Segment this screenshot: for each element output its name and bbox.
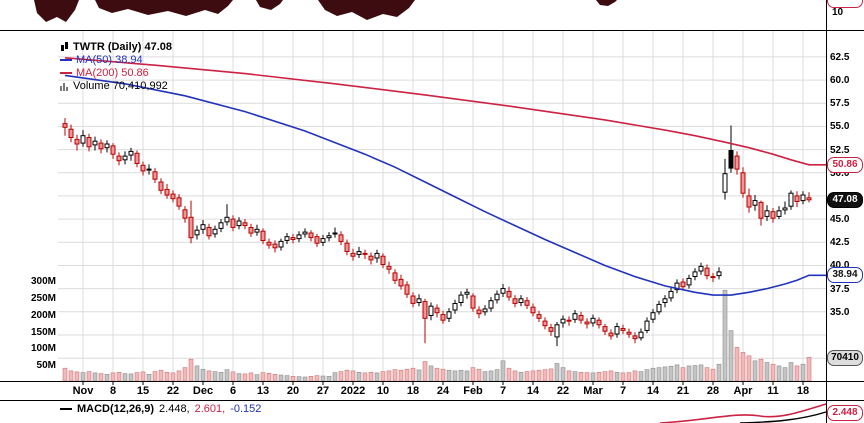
volume-value-badge: 70410 (827, 350, 863, 366)
x-axis-label: Mar (583, 385, 603, 397)
candlestick-icon (60, 41, 69, 52)
volume-axis-label: 250M (30, 293, 56, 304)
volume-bars-icon (60, 81, 69, 91)
price-axis-label: 40.0 (830, 260, 850, 271)
ma50-legend: MA(50) 38.94 (76, 53, 143, 66)
legend-row-ma50: MA(50) 38.94 (60, 53, 172, 66)
x-axis-label: Dec (192, 385, 214, 397)
volume-axis-label: 300M (30, 276, 56, 287)
chart-legend: TWTR (Daily) 47.08 MA(50) 38.94 MA(200) … (60, 40, 172, 92)
price-axis-label: 57.5 (830, 98, 850, 109)
x-axis-label: 10 (376, 385, 390, 397)
x-axis-label: Feb (463, 385, 483, 397)
x-axis-label: 6 (229, 385, 237, 397)
x-axis-label: 21 (676, 385, 690, 397)
x-axis-label: 14 (526, 385, 540, 397)
macd-signal-value: 2.601, (194, 403, 226, 415)
top-pane-axis-label: 10 (832, 7, 844, 18)
volume-axis-label: 200M (30, 310, 56, 321)
x-axis-label: 2022 (340, 385, 366, 397)
top-pane-value-badge (827, 0, 863, 8)
x-axis-label: 7 (619, 385, 627, 397)
ma200-line-icon (60, 71, 72, 74)
legend-row-symbol: TWTR (Daily) 47.08 (60, 40, 172, 53)
price-axis-label: 35.0 (830, 307, 850, 318)
macd-hist-value: -0.152 (230, 403, 262, 415)
legend-row-ma200: MA(200) 50.86 (60, 66, 172, 79)
x-axis-label: 14 (646, 385, 660, 397)
price-axis-label: 42.5 (830, 237, 850, 248)
x-axis-label: 18 (796, 385, 810, 397)
price-axis-label: 55.0 (830, 121, 850, 132)
symbol-title: TWTR (Daily) 47.08 (73, 40, 173, 53)
x-axis-label: 28 (706, 385, 720, 397)
ma50-value-badge: 38.94 (827, 267, 863, 283)
legend-row-volume: Volume 70,410,992 (60, 79, 172, 92)
volume-axis-label: 100M (30, 343, 56, 354)
x-axis-label: 20 (286, 385, 300, 397)
price-axis-label: 52.5 (830, 145, 850, 156)
ma200-value-badge: 50.86 (827, 157, 863, 173)
macd-label: MACD(12,26,9) (77, 403, 155, 415)
x-axis-label: 22 (556, 385, 570, 397)
volume-axis-label: 150M (30, 327, 56, 338)
price-axis-label: 50.0 (830, 168, 850, 179)
x-axis-label: 8 (109, 385, 117, 397)
price-axis-label: 62.5 (830, 52, 850, 63)
ma50-line-icon (60, 58, 72, 61)
price-axis-label: 45.0 (830, 214, 850, 225)
price-axis-label: 60.0 (830, 75, 850, 86)
x-axis-label: 13 (256, 385, 270, 397)
x-axis-label: 18 (406, 385, 420, 397)
price-axis-label: 37.5 (830, 284, 850, 295)
macd-line-value: 2.448, (159, 403, 190, 415)
x-axis-label: 11 (767, 385, 779, 397)
x-axis-label: 15 (136, 385, 150, 397)
x-axis-label: 22 (166, 385, 180, 397)
x-axis-label: 27 (316, 385, 330, 397)
last-price-badge: 47.08 (827, 192, 863, 208)
volume-axis-label: 50M (36, 360, 56, 371)
x-axis-label: 7 (499, 385, 507, 397)
macd-legend: MACD(12,26,9) 2.448, 2.601, -0.152 (60, 403, 261, 415)
macd-line-icon (60, 408, 72, 410)
x-axis-label: Apr (733, 385, 753, 397)
x-axis-label: 24 (436, 385, 450, 397)
x-axis-label: Nov (72, 385, 94, 397)
volume-legend: Volume 70,410,992 (73, 79, 168, 92)
ma200-legend: MA(200) 50.86 (76, 66, 149, 79)
macd-value-badge: 2.448 (827, 405, 863, 421)
